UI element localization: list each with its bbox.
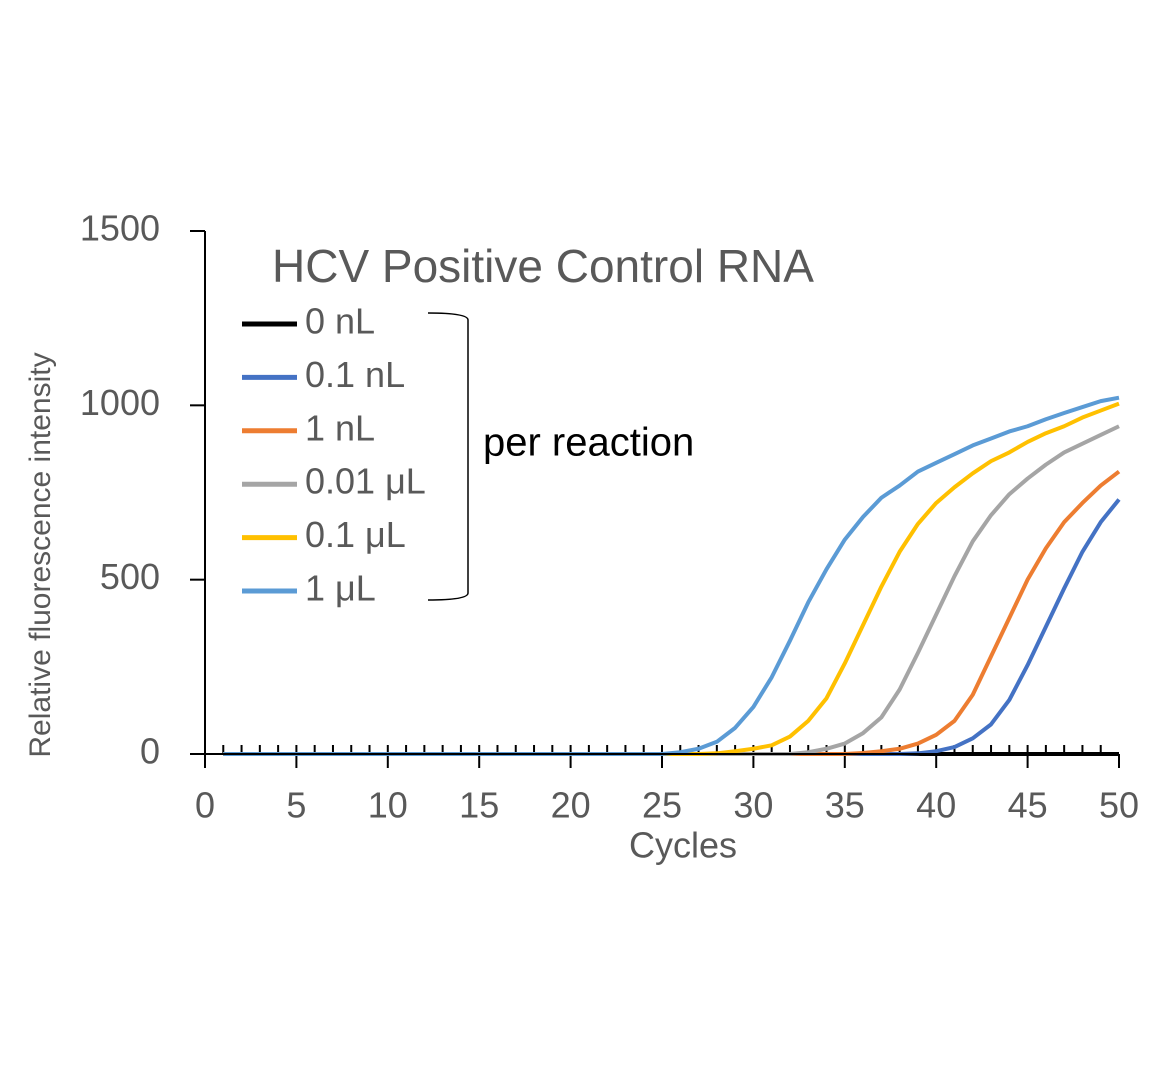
y-tick-label: 1000 xyxy=(80,382,160,423)
x-tick-label: 5 xyxy=(286,785,306,826)
x-tick-label: 35 xyxy=(825,785,865,826)
x-tick-label: 50 xyxy=(1099,785,1139,826)
legend-label: 1 μL xyxy=(305,568,376,609)
y-tick-label: 1500 xyxy=(80,208,160,249)
y-tick-label: 0 xyxy=(140,731,160,772)
x-tick-label: 15 xyxy=(459,785,499,826)
x-tick-label: 20 xyxy=(551,785,591,826)
x-tick-label: 0 xyxy=(195,785,215,826)
x-axis-label: Cycles xyxy=(629,825,737,866)
x-tick-label: 40 xyxy=(916,785,956,826)
legend-label: 0 nL xyxy=(305,301,375,342)
legend-bracket xyxy=(427,312,469,601)
legend-label: 0.1 μL xyxy=(305,514,406,555)
x-tick-label: 45 xyxy=(1008,785,1048,826)
x-tick-label: 30 xyxy=(733,785,773,826)
y-axis-label: Relative fluorescence intensity xyxy=(24,352,57,757)
legend-label: 1 nL xyxy=(305,407,375,448)
legend-label: 0.01 μL xyxy=(305,461,426,502)
x-tick-label: 25 xyxy=(642,785,682,826)
y-tick-label: 500 xyxy=(100,556,160,597)
annotation: per reaction xyxy=(483,421,694,465)
legend-label: 0.1 nL xyxy=(305,354,405,395)
chart-title: HCV Positive Control RNA xyxy=(272,240,814,292)
x-tick-label: 10 xyxy=(368,785,408,826)
